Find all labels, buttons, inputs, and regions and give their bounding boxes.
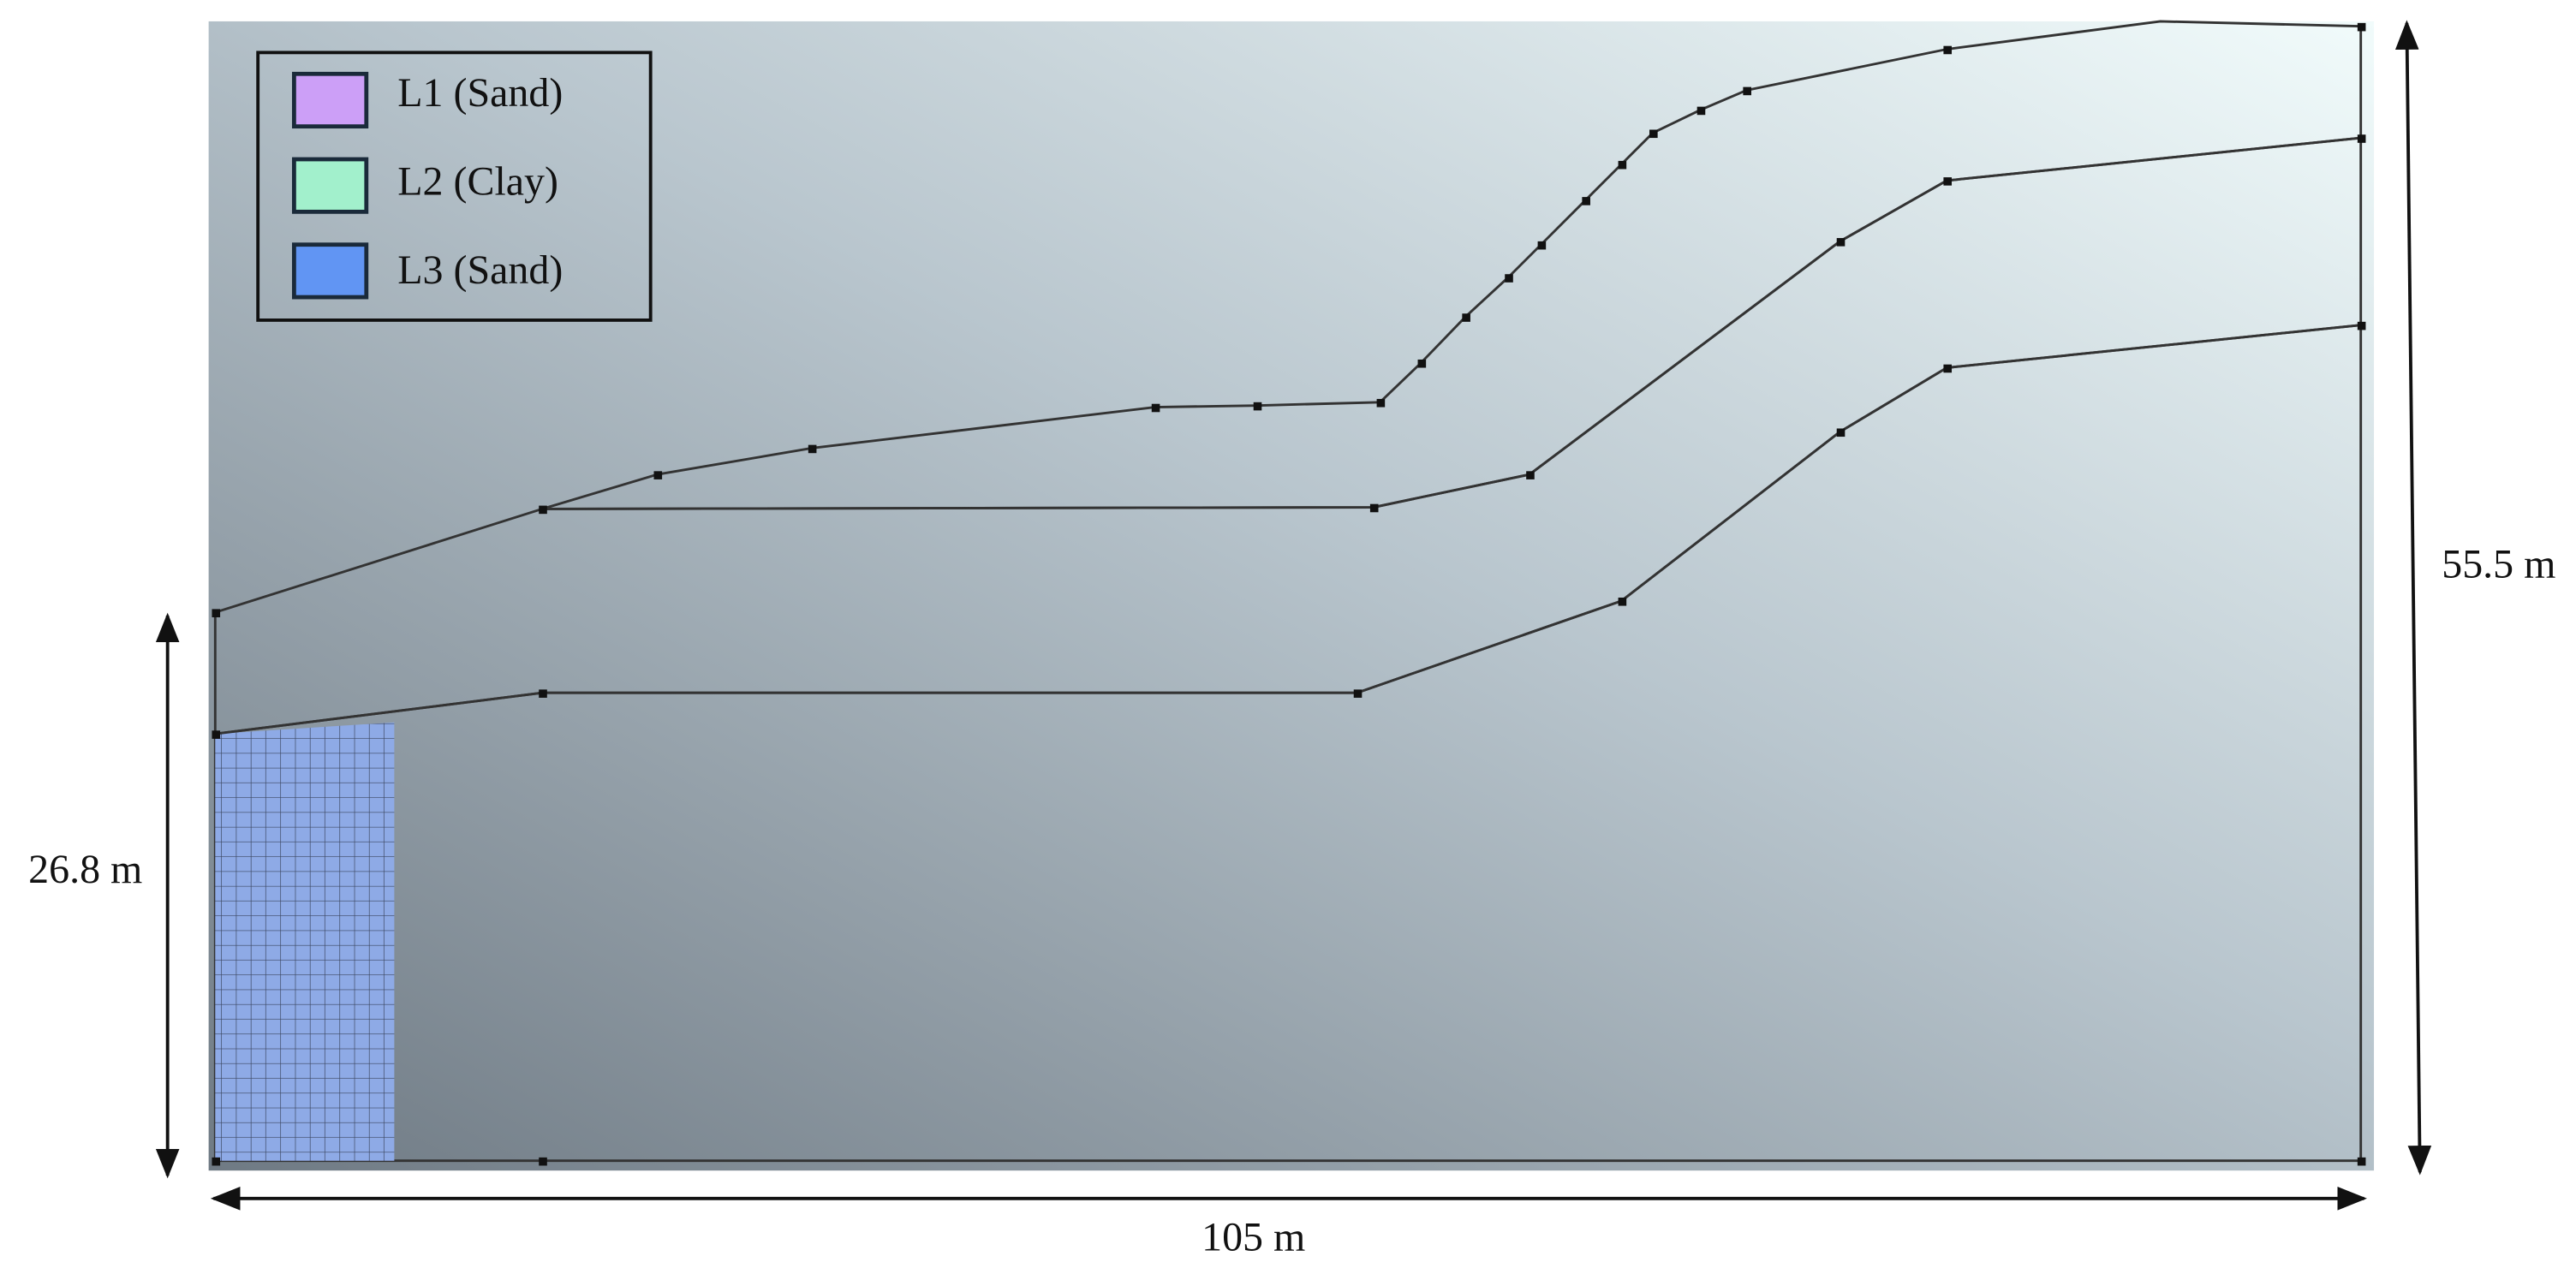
dimension-label: 55.5 m: [2442, 541, 2555, 586]
dimension-arrow: [2394, 20, 2432, 1176]
legend-swatch: [291, 71, 369, 129]
legend-box: [256, 51, 653, 322]
dimension-label: 26.8 m: [28, 847, 142, 892]
legend-swatch: [291, 242, 369, 300]
mesh: [212, 20, 2366, 1166]
nodes: [212, 22, 2366, 1166]
legend-label: L1 (Sand): [397, 70, 563, 116]
layer-l3-fine: [215, 722, 395, 1161]
layer-l1: [541, 20, 2363, 510]
legend-swatch: [291, 157, 369, 214]
legend-label: L2 (Clay): [397, 159, 558, 205]
dimensions: [155, 20, 2432, 1211]
legend-label: L3 (Sand): [397, 247, 563, 293]
dimension-label: 105 m: [1202, 1215, 1305, 1260]
background: [208, 21, 2375, 1171]
legend: L1 (Sand) L2 (Clay) L3 (Sand): [256, 51, 653, 322]
